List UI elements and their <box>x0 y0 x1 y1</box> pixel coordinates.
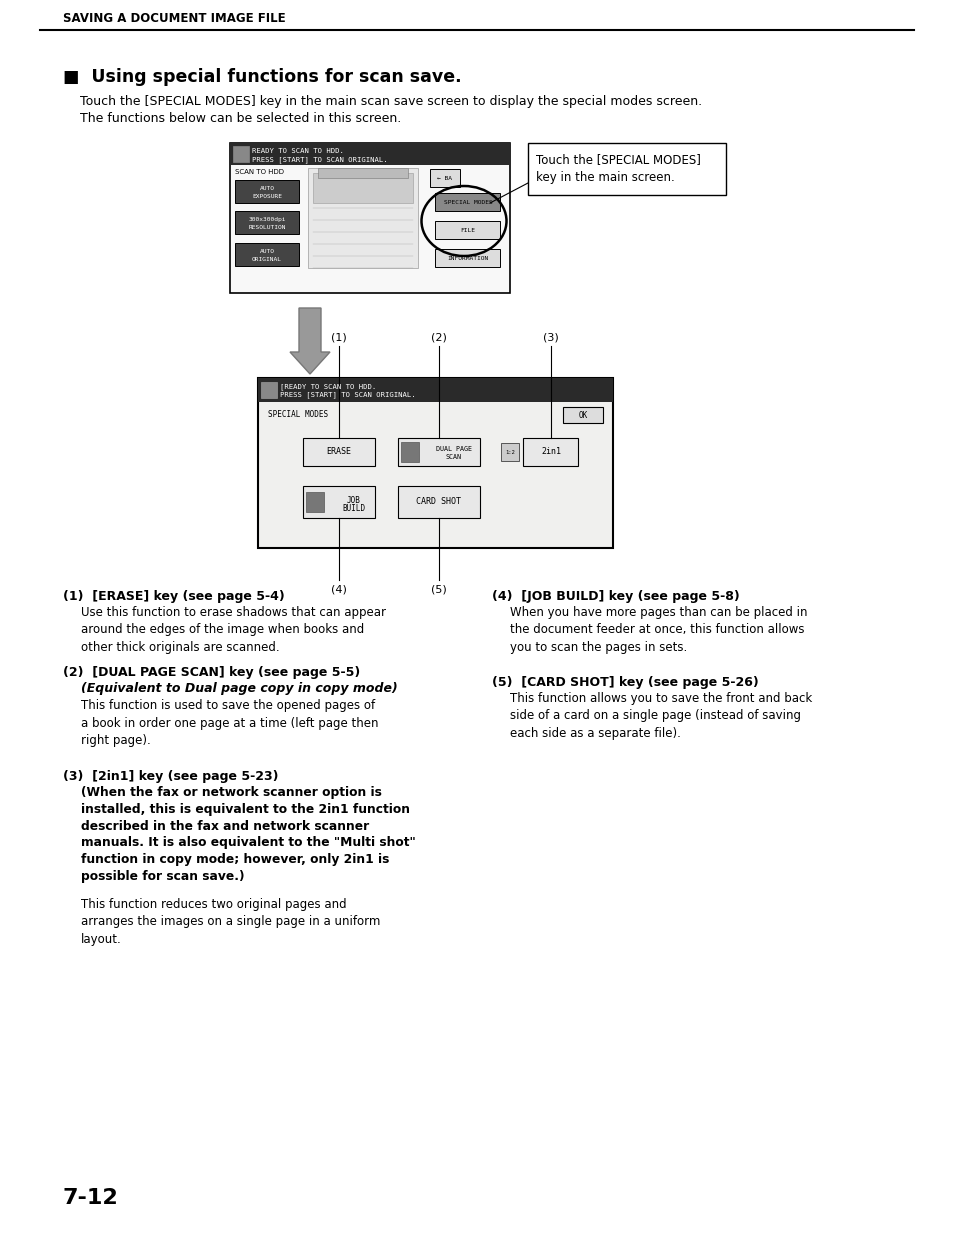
Text: AUTO: AUTO <box>259 186 274 191</box>
Text: EXPOSURE: EXPOSURE <box>252 194 282 199</box>
Text: (5)  [CARD SHOT] key (see page 5-26): (5) [CARD SHOT] key (see page 5-26) <box>492 676 758 689</box>
Text: (2): (2) <box>431 332 446 342</box>
Text: FILE: FILE <box>460 227 475 232</box>
Text: SPECIAL MODES: SPECIAL MODES <box>268 410 328 419</box>
Bar <box>397 487 479 517</box>
Text: RESOLUTION: RESOLUTION <box>248 225 286 230</box>
Text: This function allows you to save the front and back
side of a card on a single p: This function allows you to save the fro… <box>510 692 811 740</box>
Text: ERASE: ERASE <box>326 447 351 457</box>
Text: PRESS [START] TO SCAN ORIGINAL.: PRESS [START] TO SCAN ORIGINAL. <box>280 391 416 398</box>
Text: (3): (3) <box>542 332 558 342</box>
Text: AUTO: AUTO <box>259 249 274 254</box>
Bar <box>234 180 298 203</box>
Bar <box>500 443 518 461</box>
Bar <box>562 408 602 424</box>
Bar <box>522 438 578 466</box>
Text: DUAL PAGE: DUAL PAGE <box>436 446 472 452</box>
Text: (4): (4) <box>331 584 347 594</box>
Bar <box>257 378 613 403</box>
Bar <box>257 378 613 548</box>
Bar <box>233 146 249 162</box>
Text: (When the fax or network scanner option is
installed, this is equivalent to the : (When the fax or network scanner option … <box>81 785 416 883</box>
Text: SPECIAL MODES: SPECIAL MODES <box>443 200 492 205</box>
Text: [READY TO SCAN TO HDD.: [READY TO SCAN TO HDD. <box>280 383 375 390</box>
Text: SAVING A DOCUMENT IMAGE FILE: SAVING A DOCUMENT IMAGE FILE <box>63 11 285 25</box>
Text: (1): (1) <box>331 332 347 342</box>
Text: This function is used to save the opened pages of
a book in order one page at a : This function is used to save the opened… <box>81 699 378 747</box>
Bar <box>397 438 479 466</box>
Text: PRESS [START] TO SCAN ORIGINAL.: PRESS [START] TO SCAN ORIGINAL. <box>252 156 387 163</box>
Text: SCAN TO HDD: SCAN TO HDD <box>234 169 284 175</box>
Text: This function reduces two original pages and
arranges the images on a single pag: This function reduces two original pages… <box>81 898 380 946</box>
Bar <box>317 168 408 178</box>
Bar <box>306 492 324 513</box>
Bar <box>261 382 276 398</box>
Text: JOB: JOB <box>347 496 360 505</box>
Bar <box>303 487 375 517</box>
Text: (5): (5) <box>431 584 446 594</box>
Text: ■  Using special functions for scan save.: ■ Using special functions for scan save. <box>63 68 461 86</box>
Text: The functions below can be selected in this screen.: The functions below can be selected in t… <box>80 112 401 125</box>
Text: READY TO SCAN TO HDD.: READY TO SCAN TO HDD. <box>252 148 343 154</box>
Text: (4)  [JOB BUILD] key (see page 5-8): (4) [JOB BUILD] key (see page 5-8) <box>492 590 739 603</box>
Bar <box>435 221 499 240</box>
Text: OK: OK <box>578 410 587 420</box>
Text: ← BA: ← BA <box>437 175 452 180</box>
Text: When you have more pages than can be placed in
the document feeder at once, this: When you have more pages than can be pla… <box>510 606 806 655</box>
Text: 7-12: 7-12 <box>63 1188 118 1208</box>
Text: (2)  [DUAL PAGE SCAN] key (see page 5-5): (2) [DUAL PAGE SCAN] key (see page 5-5) <box>63 666 360 679</box>
Text: ORIGINAL: ORIGINAL <box>252 257 282 262</box>
Text: (3)  [2in1] key (see page 5-23): (3) [2in1] key (see page 5-23) <box>63 769 278 783</box>
Bar <box>430 169 459 186</box>
Text: (1)  [ERASE] key (see page 5-4): (1) [ERASE] key (see page 5-4) <box>63 590 284 603</box>
Bar <box>230 143 510 293</box>
Bar <box>303 438 375 466</box>
Text: (Equivalent to Dual page copy in copy mode): (Equivalent to Dual page copy in copy mo… <box>81 682 397 695</box>
FancyArrow shape <box>290 308 330 374</box>
Text: SCAN: SCAN <box>446 454 461 459</box>
Text: INFORMATION: INFORMATION <box>447 256 488 261</box>
Bar <box>435 249 499 267</box>
Text: Touch the [SPECIAL MODES]
key in the main screen.: Touch the [SPECIAL MODES] key in the mai… <box>536 153 700 184</box>
Text: Touch the [SPECIAL MODES] key in the main scan save screen to display the specia: Touch the [SPECIAL MODES] key in the mai… <box>80 95 701 107</box>
Text: Use this function to erase shadows that can appear
around the edges of the image: Use this function to erase shadows that … <box>81 606 386 655</box>
Bar <box>313 173 413 203</box>
Bar <box>400 442 418 462</box>
Bar <box>234 211 298 233</box>
Bar <box>234 243 298 266</box>
Bar <box>230 143 510 165</box>
Text: 300x300dpi: 300x300dpi <box>248 217 286 222</box>
Text: BUILD: BUILD <box>342 504 365 513</box>
Bar <box>308 168 417 268</box>
Text: 1:2: 1:2 <box>504 450 515 454</box>
FancyBboxPatch shape <box>527 143 725 195</box>
Text: 2in1: 2in1 <box>540 447 560 457</box>
Text: CARD SHOT: CARD SHOT <box>416 498 461 506</box>
Bar <box>435 193 499 211</box>
